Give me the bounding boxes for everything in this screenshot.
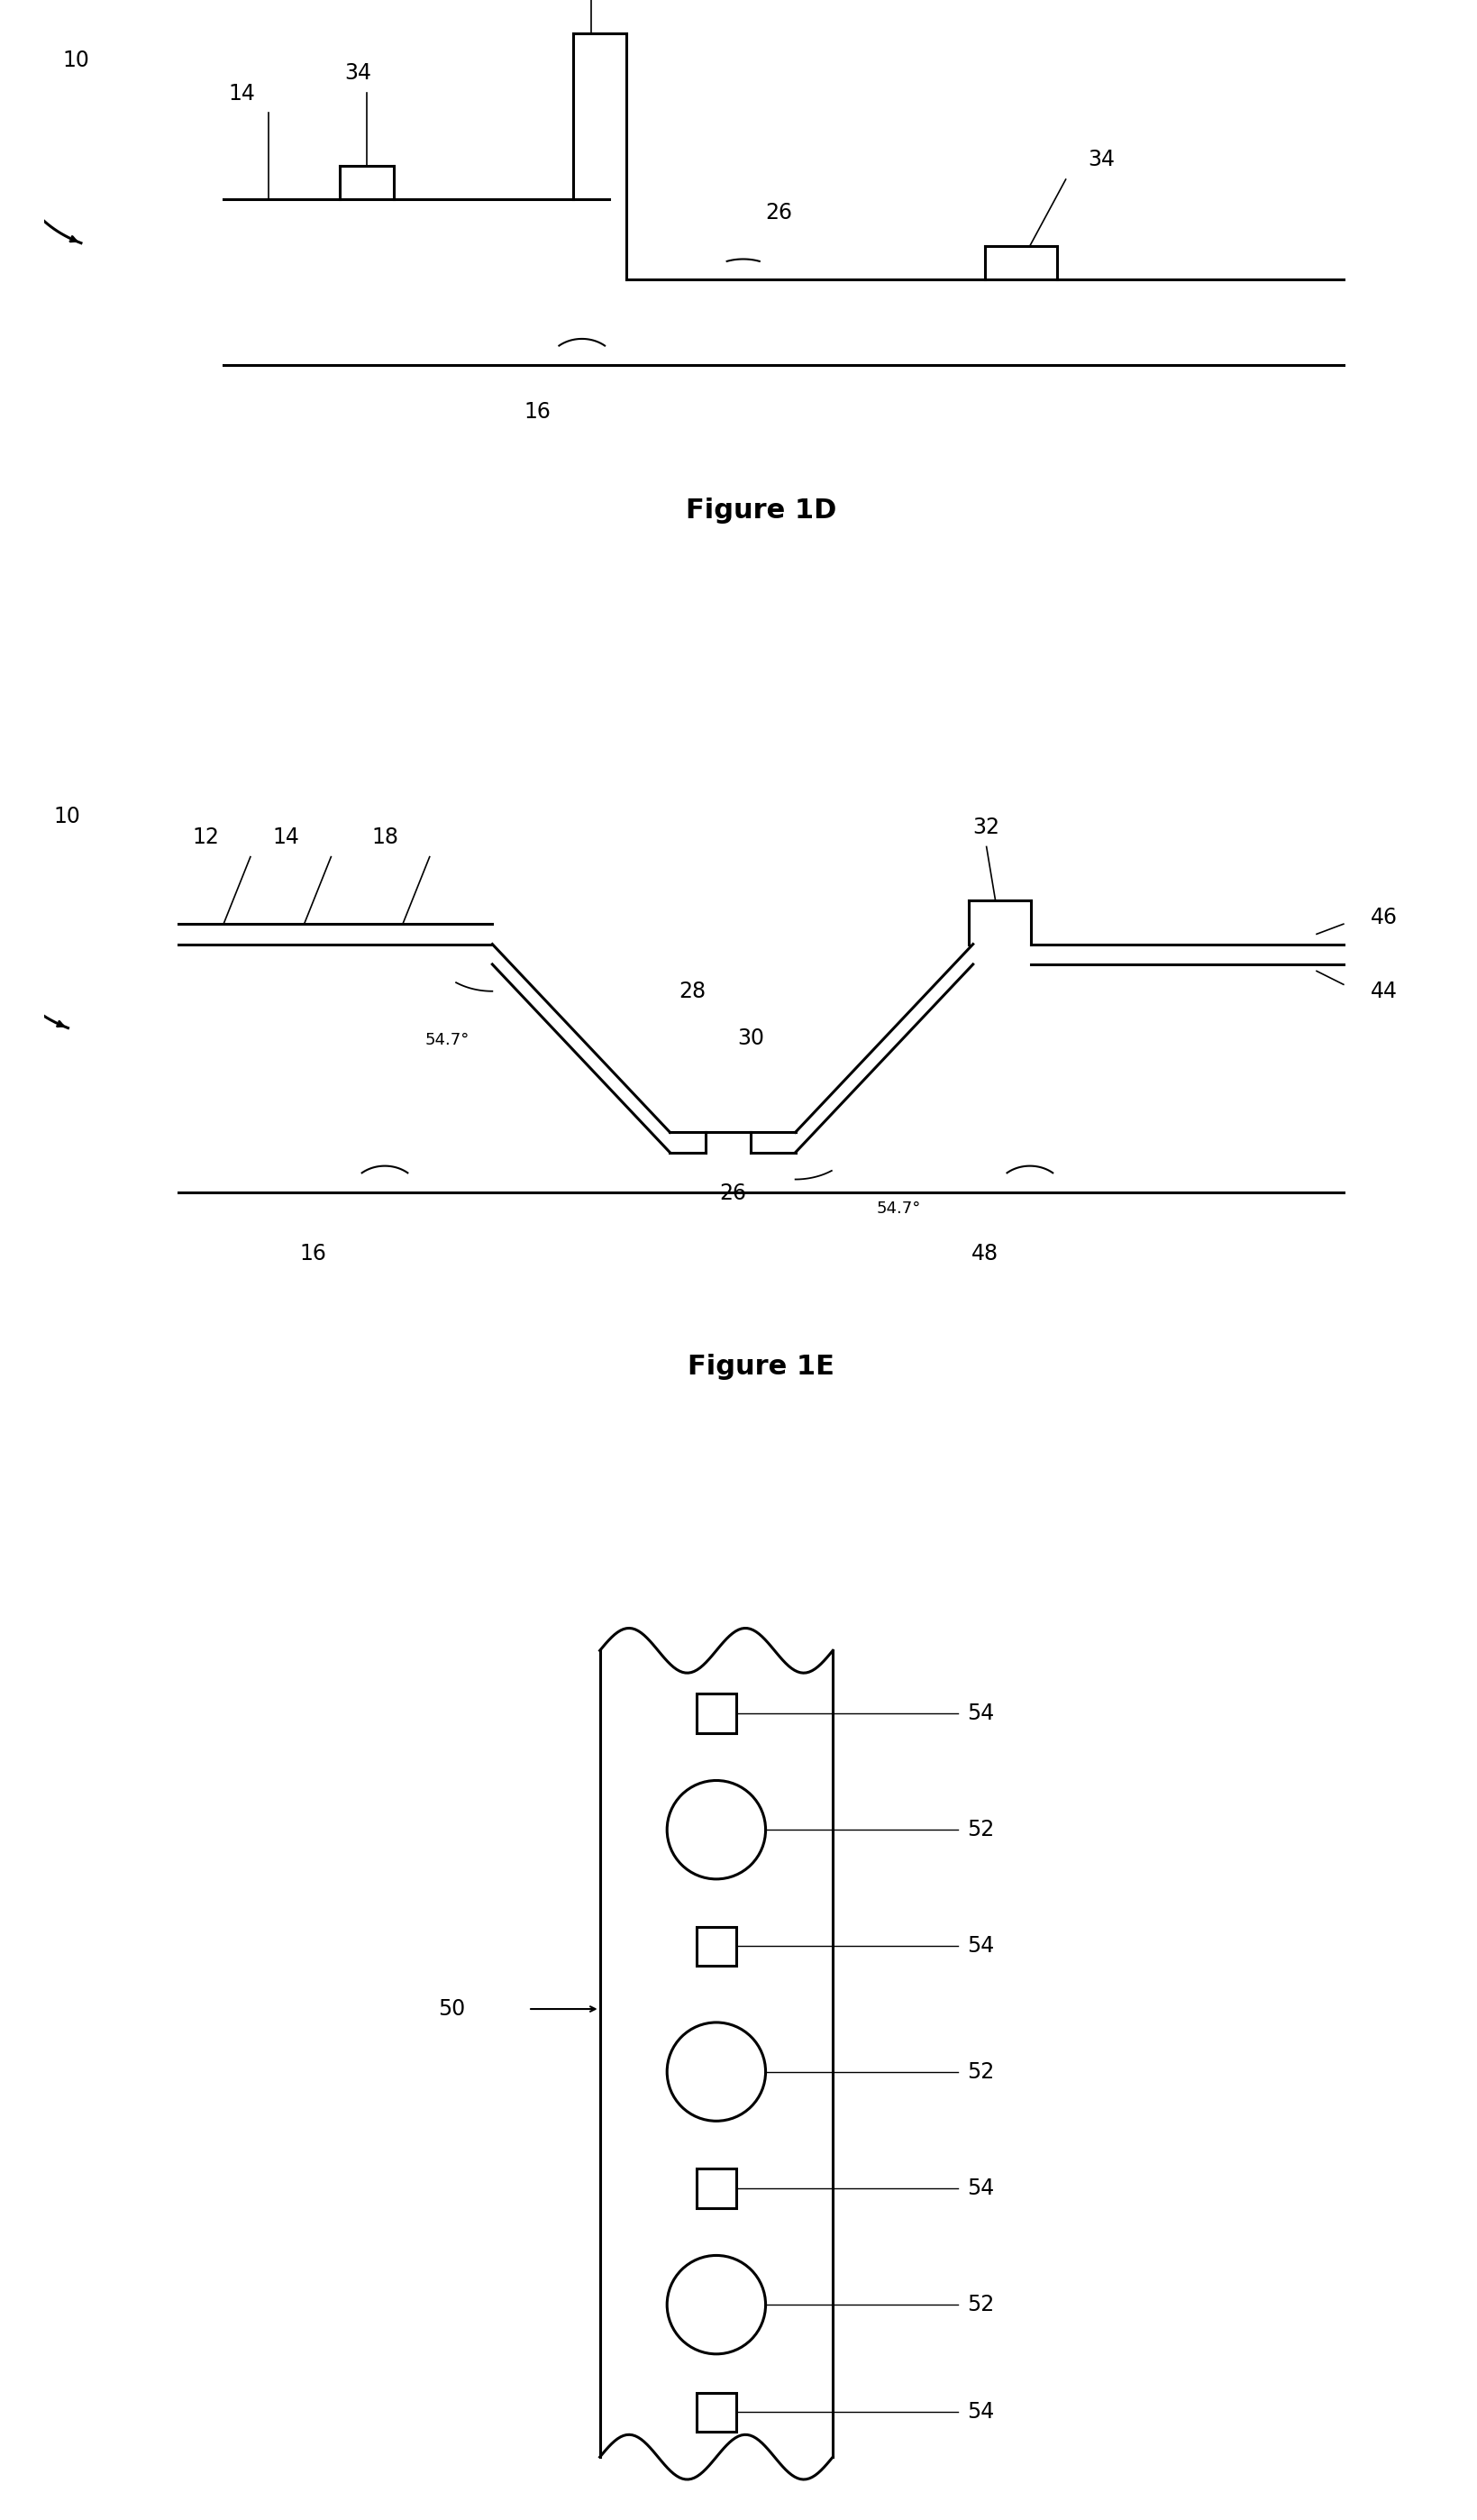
Text: 34: 34: [344, 63, 371, 83]
Text: 54.7°: 54.7°: [876, 1200, 920, 1217]
Text: 54.7°: 54.7°: [425, 1033, 470, 1048]
Text: 48: 48: [970, 1242, 998, 1265]
Text: 46: 46: [1369, 907, 1397, 927]
Text: 28: 28: [678, 980, 706, 1003]
Text: 54: 54: [966, 2402, 994, 2424]
Bar: [696, 2391, 736, 2432]
Bar: [696, 1928, 736, 1966]
Bar: [696, 1693, 736, 1734]
Text: 10: 10: [53, 806, 80, 827]
Text: 10: 10: [62, 50, 89, 71]
Text: 52: 52: [966, 2061, 994, 2082]
Text: 32: 32: [972, 816, 1000, 837]
Text: 30: 30: [737, 1028, 764, 1048]
Text: 52: 52: [966, 1819, 994, 1840]
Text: 18: 18: [371, 827, 399, 847]
Text: 54: 54: [966, 1935, 994, 1958]
Text: 50: 50: [437, 1998, 465, 2021]
Text: 16: 16: [300, 1242, 326, 1265]
Text: 52: 52: [966, 2293, 994, 2316]
Text: 14: 14: [273, 827, 300, 847]
Bar: [696, 2170, 736, 2208]
Text: Figure 1E: Figure 1E: [687, 1353, 835, 1378]
Text: 16: 16: [523, 401, 551, 423]
Text: 54: 54: [966, 1704, 994, 1724]
Text: 14: 14: [227, 83, 254, 103]
Text: 54: 54: [966, 2177, 994, 2200]
Text: Figure 1D: Figure 1D: [685, 496, 836, 524]
Text: 26: 26: [719, 1182, 746, 1205]
Text: 34: 34: [1087, 149, 1115, 171]
Text: 44: 44: [1369, 980, 1397, 1003]
Text: 26: 26: [765, 202, 792, 224]
Text: 12: 12: [192, 827, 219, 847]
